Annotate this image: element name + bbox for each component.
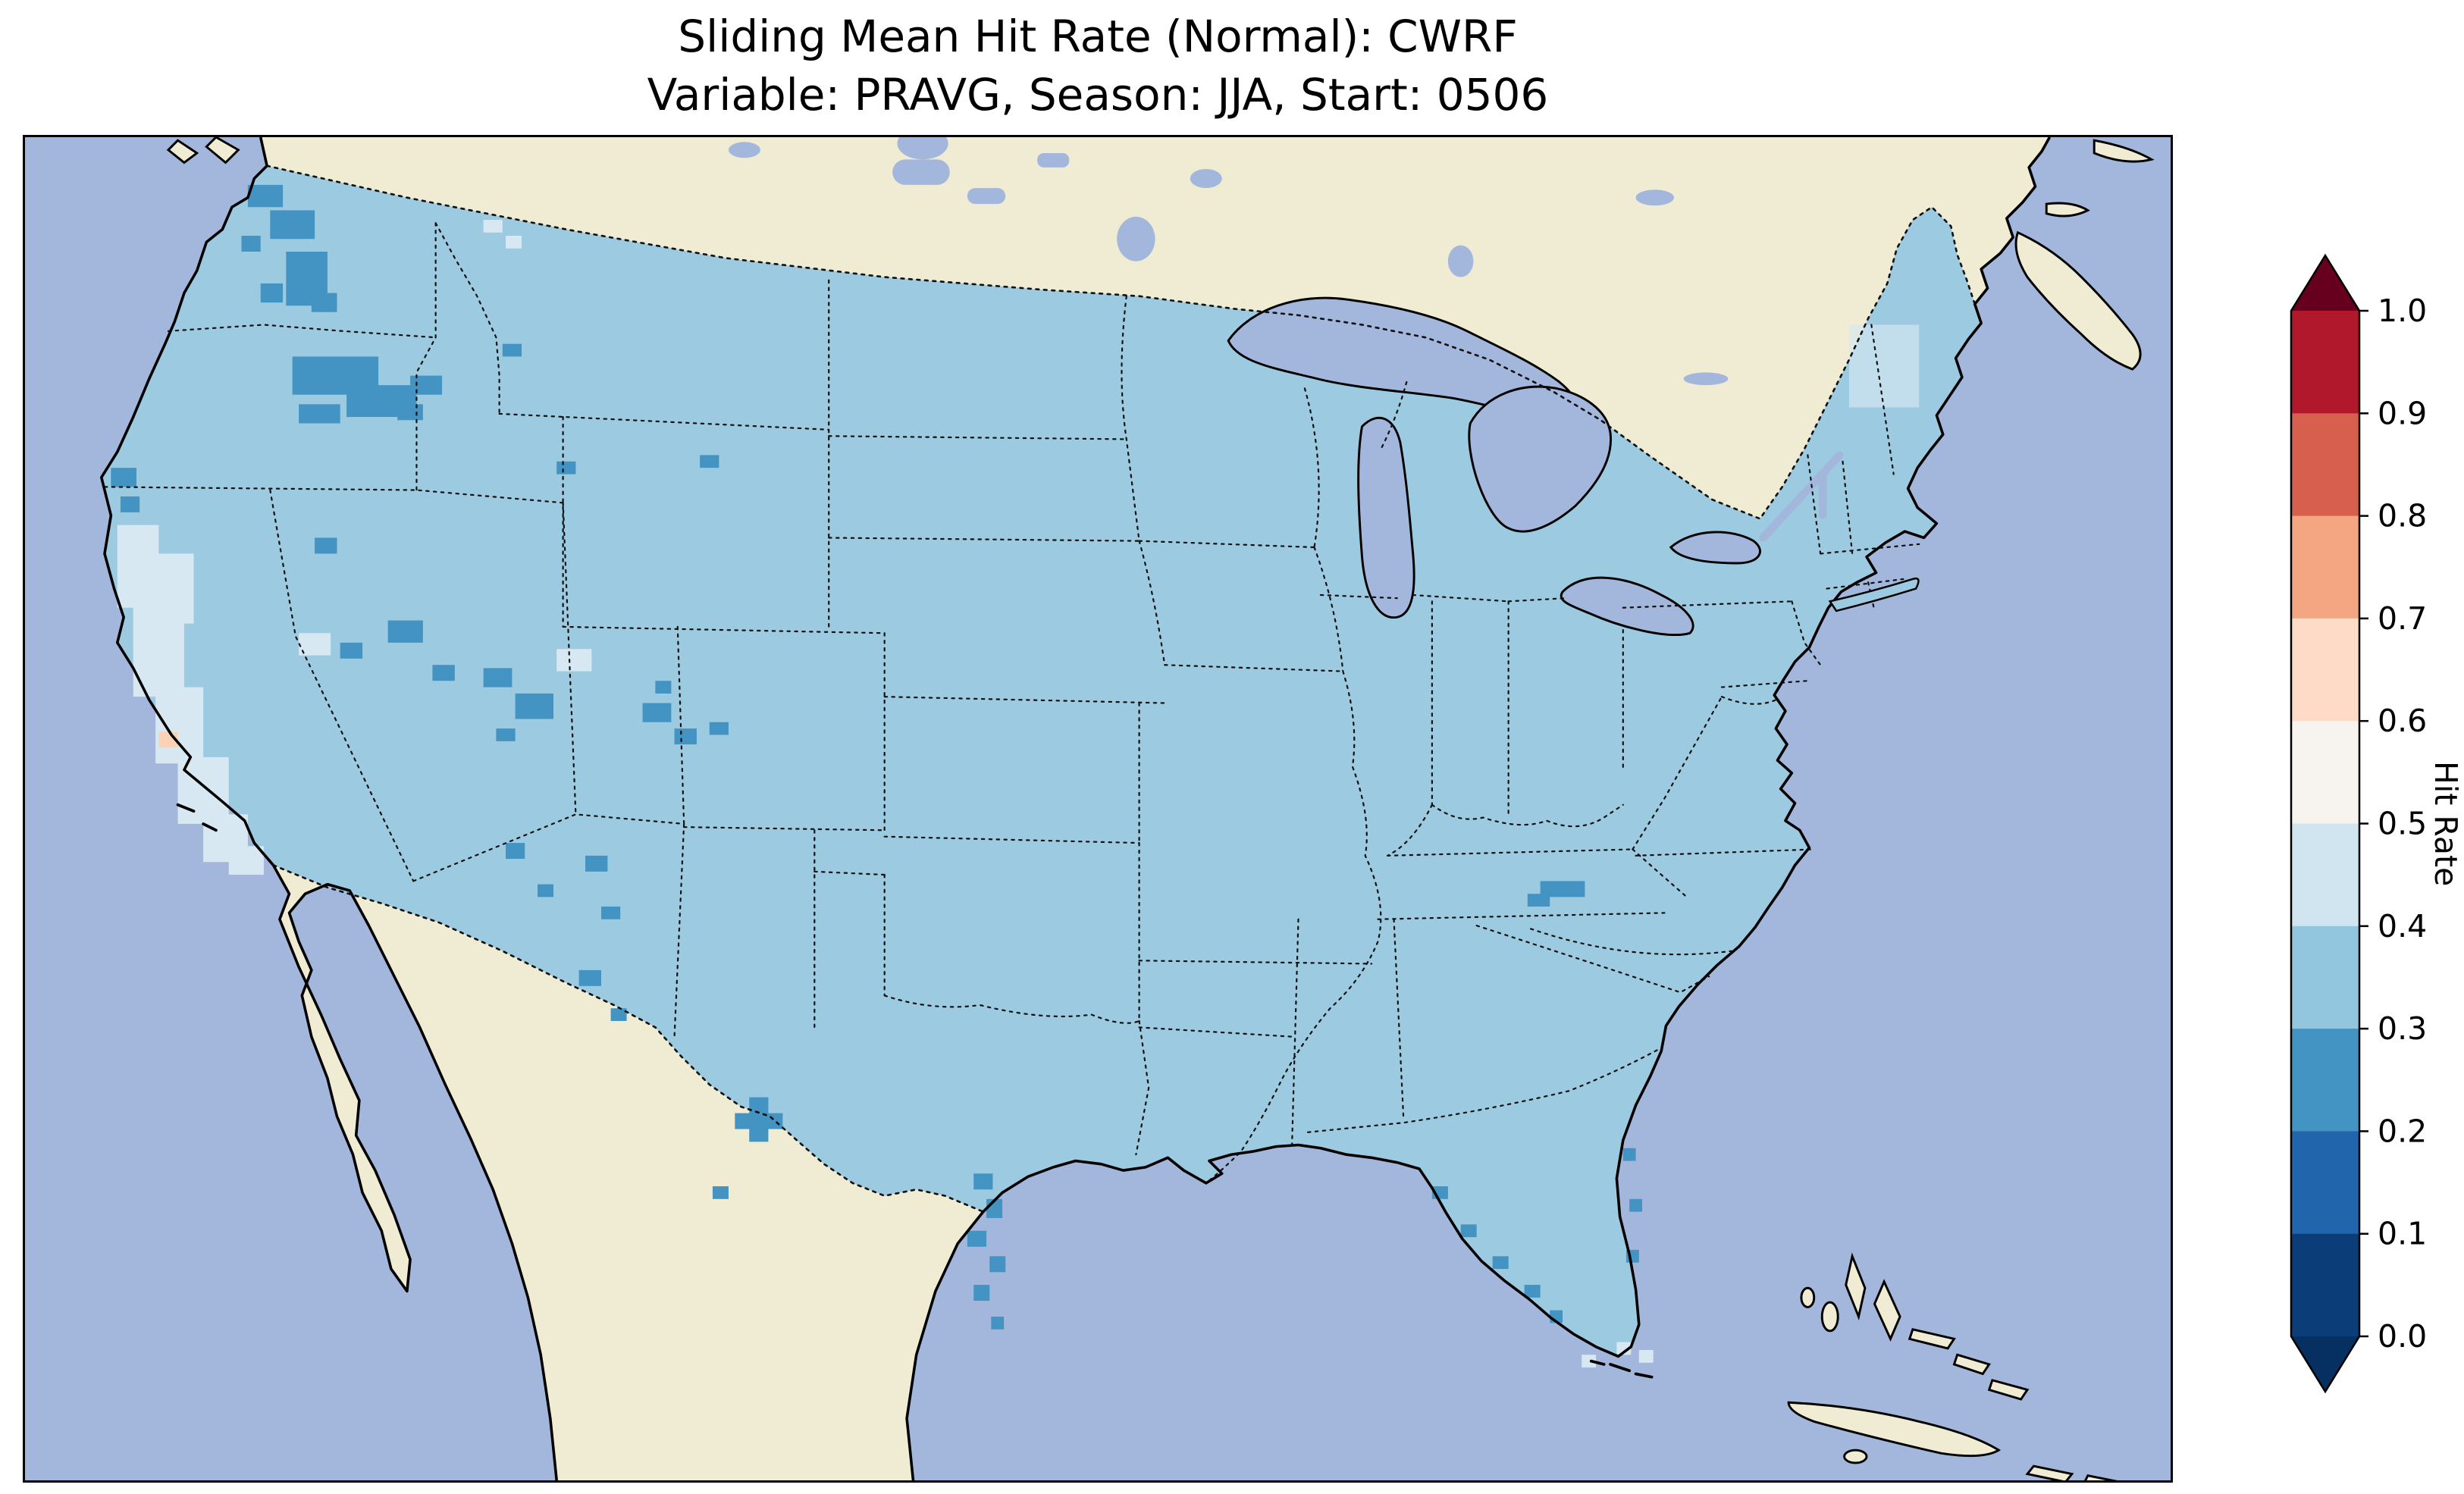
bahamas-1 [1845, 1252, 1867, 1320]
colorbar-segment-0.0-0.1 [2291, 1233, 2359, 1337]
canada-lakes [728, 137, 1827, 519]
colorbar-segment-0.3-0.4 [2291, 926, 2359, 1029]
anticosti-island [2093, 139, 2155, 163]
colorbar-tick-label: 0.7 [2378, 600, 2427, 637]
bahamas-5 [1987, 1379, 2030, 1401]
vancouver-island-1 [205, 137, 240, 164]
figure-title: Sliding Mean Hit Rate (Normal): CWRF Var… [23, 8, 2173, 124]
figure-title-line2: Variable: PRAVG, Season: JJA, Start: 050… [647, 68, 1549, 121]
coastline [99, 137, 2052, 1480]
colorbar-tick-label: 0.2 [2378, 1113, 2427, 1149]
nova-scotia [2014, 230, 2142, 371]
colorbar-tick-label: 0.1 [2378, 1216, 2427, 1252]
florida-keys [1589, 1359, 1654, 1379]
hispaniola-edge [2025, 1464, 2074, 1480]
bahamas-6 [1800, 1286, 1816, 1308]
colorbar-segment-0.9-1.0 [2291, 311, 2359, 414]
andros-island [1820, 1301, 1839, 1333]
bahamas-4 [1952, 1353, 1991, 1376]
colorbar-segment-0.7-0.8 [2291, 515, 2359, 619]
colorbar-axis-label-text: Hit Rate [2428, 760, 2464, 887]
colorbar-segment-0.5-0.6 [2291, 721, 2359, 825]
isle-of-youth [1843, 1449, 1868, 1464]
colorbar-segment-0.2-0.3 [2291, 1029, 2359, 1132]
us-mexico-border [272, 864, 985, 1213]
lake-michigan [1357, 416, 1415, 619]
map-canvas [25, 137, 2171, 1480]
map-axes [23, 135, 2173, 1483]
colorbar-tick-label: 0.9 [2378, 395, 2427, 431]
bahamas-2 [1873, 1279, 1901, 1342]
colorbar-segment-0.6-0.7 [2291, 618, 2359, 722]
long-island [1828, 577, 1920, 612]
prince-edward-island [2045, 202, 2090, 218]
colorbar-extend-min [2291, 1336, 2359, 1392]
colorbar: 1.0 0.9 0.8 0.7 0.6 0.5 0.4 0.3 0.2 0.1 0.0 [2290, 253, 2464, 1394]
st-lawrence-river [1759, 451, 1844, 542]
us-canada-border [265, 164, 1977, 520]
colorbar-tick-label: 0.5 [2378, 806, 2427, 842]
colorbar-segment-0.4-0.5 [2291, 823, 2359, 927]
colorbar-axis-label: Hit Rate [2423, 255, 2464, 1392]
bahamas-3 [1908, 1328, 1956, 1350]
colorbar-segment-0.1-0.2 [2291, 1131, 2359, 1235]
figure-title-line1: Sliding Mean Hit Rate (Normal): CWRF [678, 11, 1518, 62]
colorbar-segment-0.8-0.9 [2291, 413, 2359, 517]
colorbar-tick-label: 0.8 [2378, 498, 2427, 534]
great-lakes [1227, 296, 1761, 636]
cuba [1787, 1401, 2002, 1458]
vancouver-island-2 [166, 139, 199, 164]
caribbean-edge [2084, 1474, 2118, 1480]
colorbar-tick-label: 0.4 [2378, 908, 2427, 944]
colorbar-tick-label: 0.0 [2378, 1318, 2427, 1355]
hit-rate-cells-04-05 [117, 220, 1920, 1368]
lake-erie [1560, 576, 1694, 636]
state-borders [103, 222, 1920, 1184]
hit-rate-cells-02-03 [111, 184, 1642, 1330]
colorbar-extend-max [2291, 255, 2359, 311]
islands [166, 137, 2155, 1480]
colorbar-svg: 1.0 0.9 0.8 0.7 0.6 0.5 0.4 0.3 0.2 0.1 0.0 [2290, 253, 2427, 1394]
lake-ontario [1669, 531, 1761, 565]
channel-islands [176, 803, 218, 832]
colorbar-tick-label: 0.6 [2378, 703, 2427, 739]
colorbar-tick-label: 0.3 [2378, 1010, 2427, 1047]
colorbar-tick-label: 1.0 [2378, 293, 2427, 329]
